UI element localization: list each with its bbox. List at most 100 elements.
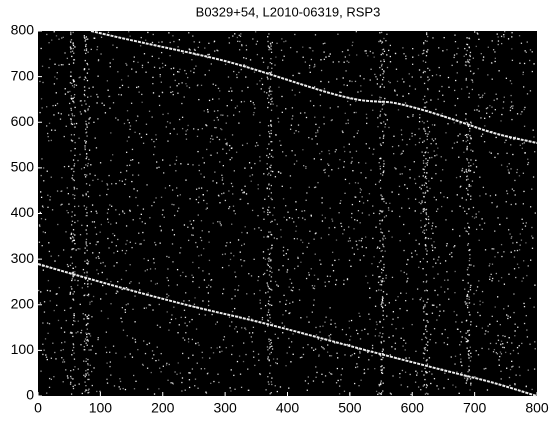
noise-dot [425,245,427,247]
noise-dot [211,313,213,316]
noise-dot [224,199,227,202]
noise-dot [274,219,276,221]
noise-dot [200,84,203,86]
noise-dot [459,123,461,125]
noise-dot [125,170,128,172]
noise-dot [61,342,63,344]
noise-dot [421,200,423,202]
noise-dot [467,371,469,373]
noise-dot [120,171,122,174]
noise-dot [525,51,527,53]
noise-dot [521,280,523,282]
noise-dot [423,209,426,211]
noise-dot [514,384,516,386]
noise-dot [371,347,374,349]
noise-dot [343,166,345,168]
noise-dot [441,333,443,335]
noise-dot [83,36,85,38]
noise-dot [381,249,383,252]
noise-dot [437,273,439,275]
noise-dot [362,202,365,204]
noise-dot [115,222,118,224]
noise-dot [425,360,427,362]
noise-dot [266,76,269,78]
noise-dot [460,361,462,363]
noise-dot [150,371,152,374]
noise-dot [44,218,47,221]
noise-dot [143,307,146,309]
noise-dot [331,373,333,375]
noise-dot [178,324,180,326]
noise-dot [90,349,92,351]
noise-dot [465,140,467,143]
noise-dot [187,124,189,127]
noise-dot [531,388,533,391]
noise-dot [121,180,123,182]
noise-dot [329,275,331,277]
noise-dot [131,356,134,358]
noise-dot [500,378,502,380]
noise-dot [73,358,76,360]
noise-dot [502,107,504,109]
noise-dot [323,116,325,118]
noise-dot [466,244,469,246]
noise-dot [489,263,491,265]
noise-dot [132,219,134,221]
noise-dot [40,370,42,372]
noise-dot [267,291,269,293]
noise-dot [281,111,283,114]
noise-dot [253,356,255,358]
noise-dot [160,229,162,231]
noise-dot [383,70,385,72]
noise-dot [91,345,94,347]
noise-dot [151,116,153,118]
noise-dot [518,366,521,368]
noise-dot [426,313,429,315]
noise-dot [74,147,76,150]
noise-dot [221,128,223,131]
noise-dot [466,43,469,46]
noise-dot [169,122,171,124]
noise-dot [74,320,76,322]
noise-dot [376,83,379,85]
noise-dot [443,342,445,344]
noise-dot [270,267,272,269]
noise-dot [239,35,242,37]
noise-dot [340,222,342,225]
noise-dot [47,206,49,208]
noise-dot [519,233,521,235]
noise-dot [278,269,280,271]
noise-dot [293,132,296,134]
noise-dot [271,67,273,69]
noise-dot [86,344,88,346]
noise-dot [262,61,265,63]
noise-dot [84,375,86,378]
noise-dot [130,281,132,283]
noise-dot [95,233,98,235]
noise-dot [313,86,316,88]
noise-dot [420,202,422,205]
noise-dot [196,84,199,87]
noise-dot [239,40,241,43]
noise-dot [518,249,521,251]
noise-dot [192,280,194,283]
noise-dot [54,351,56,354]
noise-dot [141,101,143,103]
noise-dot [88,333,91,335]
noise-dot [382,256,384,258]
noise-dot [199,236,202,239]
noise-dot [424,305,426,308]
noise-dot [257,188,259,190]
noise-dot [127,86,130,89]
noise-dot [259,373,262,376]
noise-dot [468,369,470,372]
noise-dot [510,94,512,97]
noise-dot [380,366,382,368]
noise-dot [183,96,185,98]
noise-dot [125,225,128,227]
noise-dot [179,252,181,254]
noise-dot [165,126,167,128]
noise-dot [405,342,407,344]
noise-dot [224,253,226,255]
noise-dot [159,74,161,76]
